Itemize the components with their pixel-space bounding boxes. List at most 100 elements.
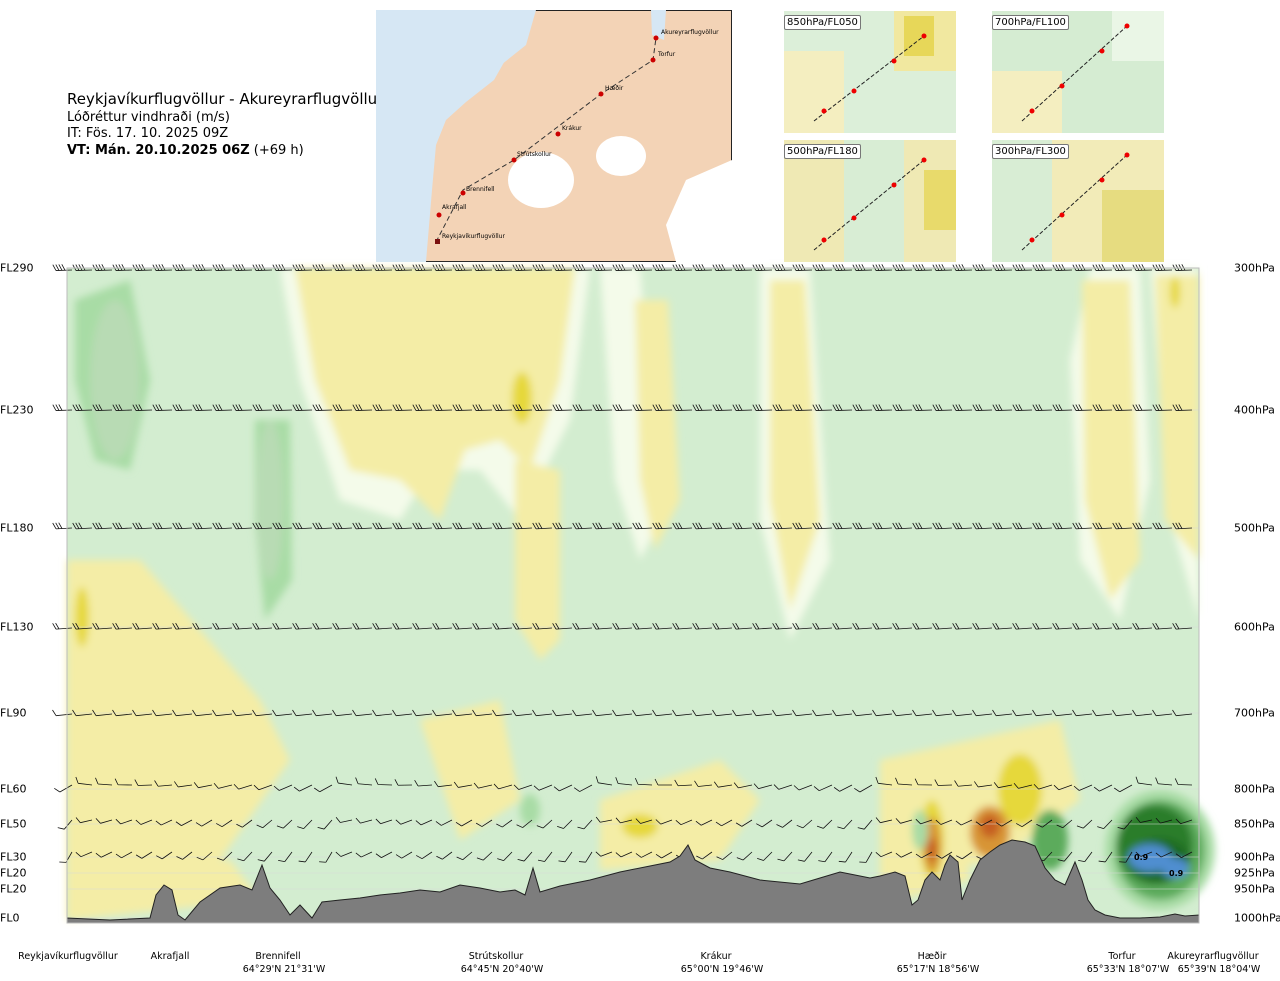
wind-barb [52,622,73,630]
wind-barb [955,819,973,826]
wind-barb [892,404,913,411]
wind-barb [196,851,213,861]
wind-barb [212,522,233,530]
flight-level-label: FL180 [0,521,34,535]
wind-barb [532,522,553,530]
pressure-level-label: 400hPa [1234,403,1275,417]
pressure-level-label: 500hPa [1234,521,1275,535]
wind-barb [652,522,673,530]
wind-barb [895,777,913,786]
velocity-contour [1155,275,1199,560]
wind-barb [716,851,733,860]
wind-barb [757,851,773,861]
wind-barb [72,709,93,717]
pressure-level-label: 800hPa [1234,782,1275,796]
wind-barb [273,784,293,791]
wind-barb [892,522,913,530]
wind-barb [1112,709,1133,717]
wind-barb [436,851,453,860]
wind-barb [872,709,893,717]
wind-barb [332,522,353,530]
wind-barb [297,819,313,830]
wind-barb [1132,522,1153,530]
wind-barb [193,782,213,789]
velocity-contour [635,300,680,550]
station-coordinate: 65°17'N 18°56'W [896,964,980,975]
wind-barb [536,819,553,829]
wind-barb [1132,709,1153,717]
wind-barb [1092,709,1113,717]
wind-barb [632,522,653,530]
wind-barb [1117,819,1133,830]
wind-barb [452,404,473,411]
wind-barb [212,622,233,630]
wind-barb [513,784,533,790]
wind-barb [1052,404,1073,411]
wind-barb [932,522,953,530]
station-name: Strútskollur [468,951,524,962]
wind-barb [1097,819,1113,830]
wind-barb [512,522,533,530]
contour-label: 0.9 [1169,869,1184,878]
wind-barb [753,783,773,790]
wind-barb [872,522,893,530]
wind-barb [712,622,733,630]
wind-barb [372,709,393,717]
wind-barb [772,404,793,411]
wind-barb [952,522,973,530]
wind-barb [672,622,693,630]
wind-barb [172,709,193,717]
wind-barb [912,404,933,411]
level-panel-label: 500hPa/FL180 [784,144,861,159]
wind-barb [1155,817,1173,824]
wind-barb [472,522,493,530]
level-panel-300: 300hPa/FL300 [992,140,1164,262]
pressure-level-label: 900hPa [1234,850,1275,864]
wind-barb [1057,851,1073,862]
wind-barb [75,776,93,786]
wind-barb [857,819,873,830]
wind-barb [992,404,1013,411]
route-point-label: Reykjavíkurflugvöllur [442,233,505,240]
wind-barb [352,522,373,530]
wind-barb [112,622,133,630]
wind-barb [319,851,333,863]
wind-barb [732,709,753,717]
wind-barb [456,851,473,861]
wind-barb [972,709,993,717]
wind-barb [912,522,933,530]
wind-barb [452,622,473,630]
wind-barb [995,819,1013,827]
wind-barb [712,709,733,717]
wind-barb [812,522,833,530]
wind-barb [252,522,273,530]
wind-barb [1072,622,1093,630]
wind-barb [912,709,933,717]
level-panel-label: 300hPa/FL300 [992,144,1069,159]
wind-barb [752,522,773,530]
wind-barb [135,819,153,825]
wind-barb [792,404,813,411]
wind-barb [833,784,853,792]
wind-barb [1092,622,1113,630]
wind-barb [92,522,113,530]
wind-barb [512,622,533,630]
wind-barb [176,851,193,860]
wind-barb [852,522,873,530]
wind-barb [232,404,253,411]
wind-barb [1078,851,1093,862]
plot-frame [66,267,1200,924]
level-panel-700: 700hPa/FL100 [992,11,1164,133]
wind-barb [612,522,633,530]
wind-barb [332,622,353,630]
wind-barb [797,851,813,862]
wind-barb [572,709,593,717]
station-coordinate: 65°39'N 18°04'W [1177,964,1261,975]
wind-barb [475,819,493,827]
wind-barb [1016,819,1033,828]
wind-barb [696,851,713,860]
wind-barb [914,778,933,786]
pressure-level-label: 950hPa [1234,882,1275,896]
lead-time: (+69 h) [253,143,304,158]
wind-barb [172,622,193,630]
